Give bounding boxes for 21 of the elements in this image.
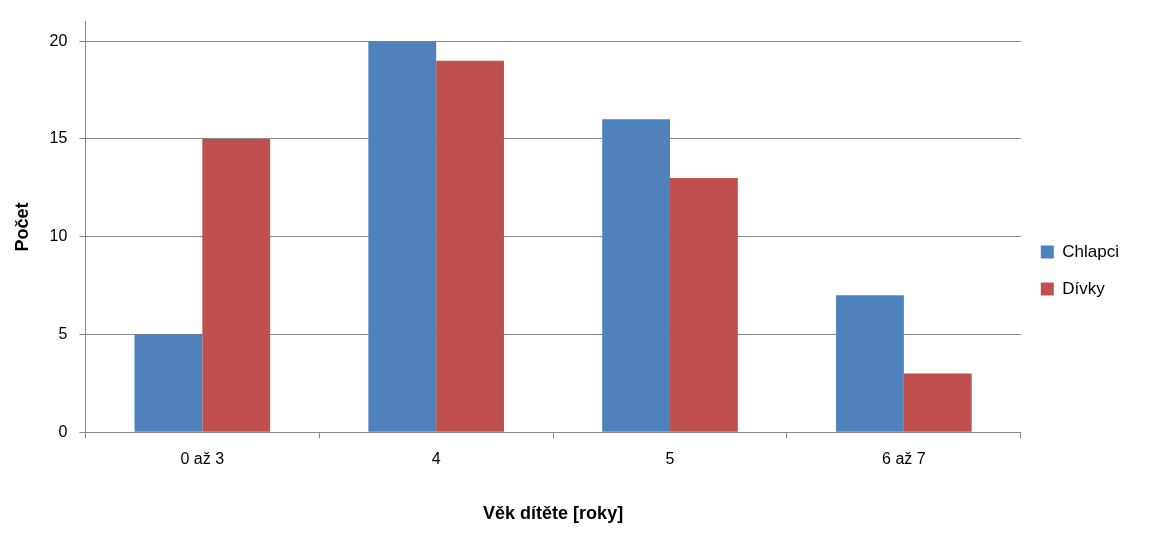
- x-tick-label: 6 až 7: [882, 450, 926, 468]
- bar: [134, 334, 203, 432]
- y-tick-label: 10: [49, 227, 68, 245]
- bar: [436, 60, 504, 432]
- legend-label: Chlapci: [1062, 241, 1120, 261]
- bar: [903, 373, 972, 432]
- y-tick-label: 5: [58, 324, 68, 342]
- y-tick-label: 15: [49, 129, 68, 147]
- x-tick-label: 0 až 3: [180, 450, 225, 468]
- x-tick-label: 4: [431, 450, 441, 468]
- y-axis-title: Počet: [11, 202, 32, 252]
- bar: [368, 41, 437, 432]
- x-tick-label: 5: [665, 450, 675, 468]
- bar: [670, 178, 738, 432]
- bar: [202, 138, 271, 432]
- legend-label: Dívky: [1062, 278, 1106, 298]
- x-axis-title: Věk dítěte [roky]: [483, 503, 624, 524]
- y-tick-label: 0: [58, 422, 68, 440]
- bar: [836, 295, 904, 432]
- bar: [602, 119, 671, 432]
- y-tick-label: 20: [49, 31, 68, 49]
